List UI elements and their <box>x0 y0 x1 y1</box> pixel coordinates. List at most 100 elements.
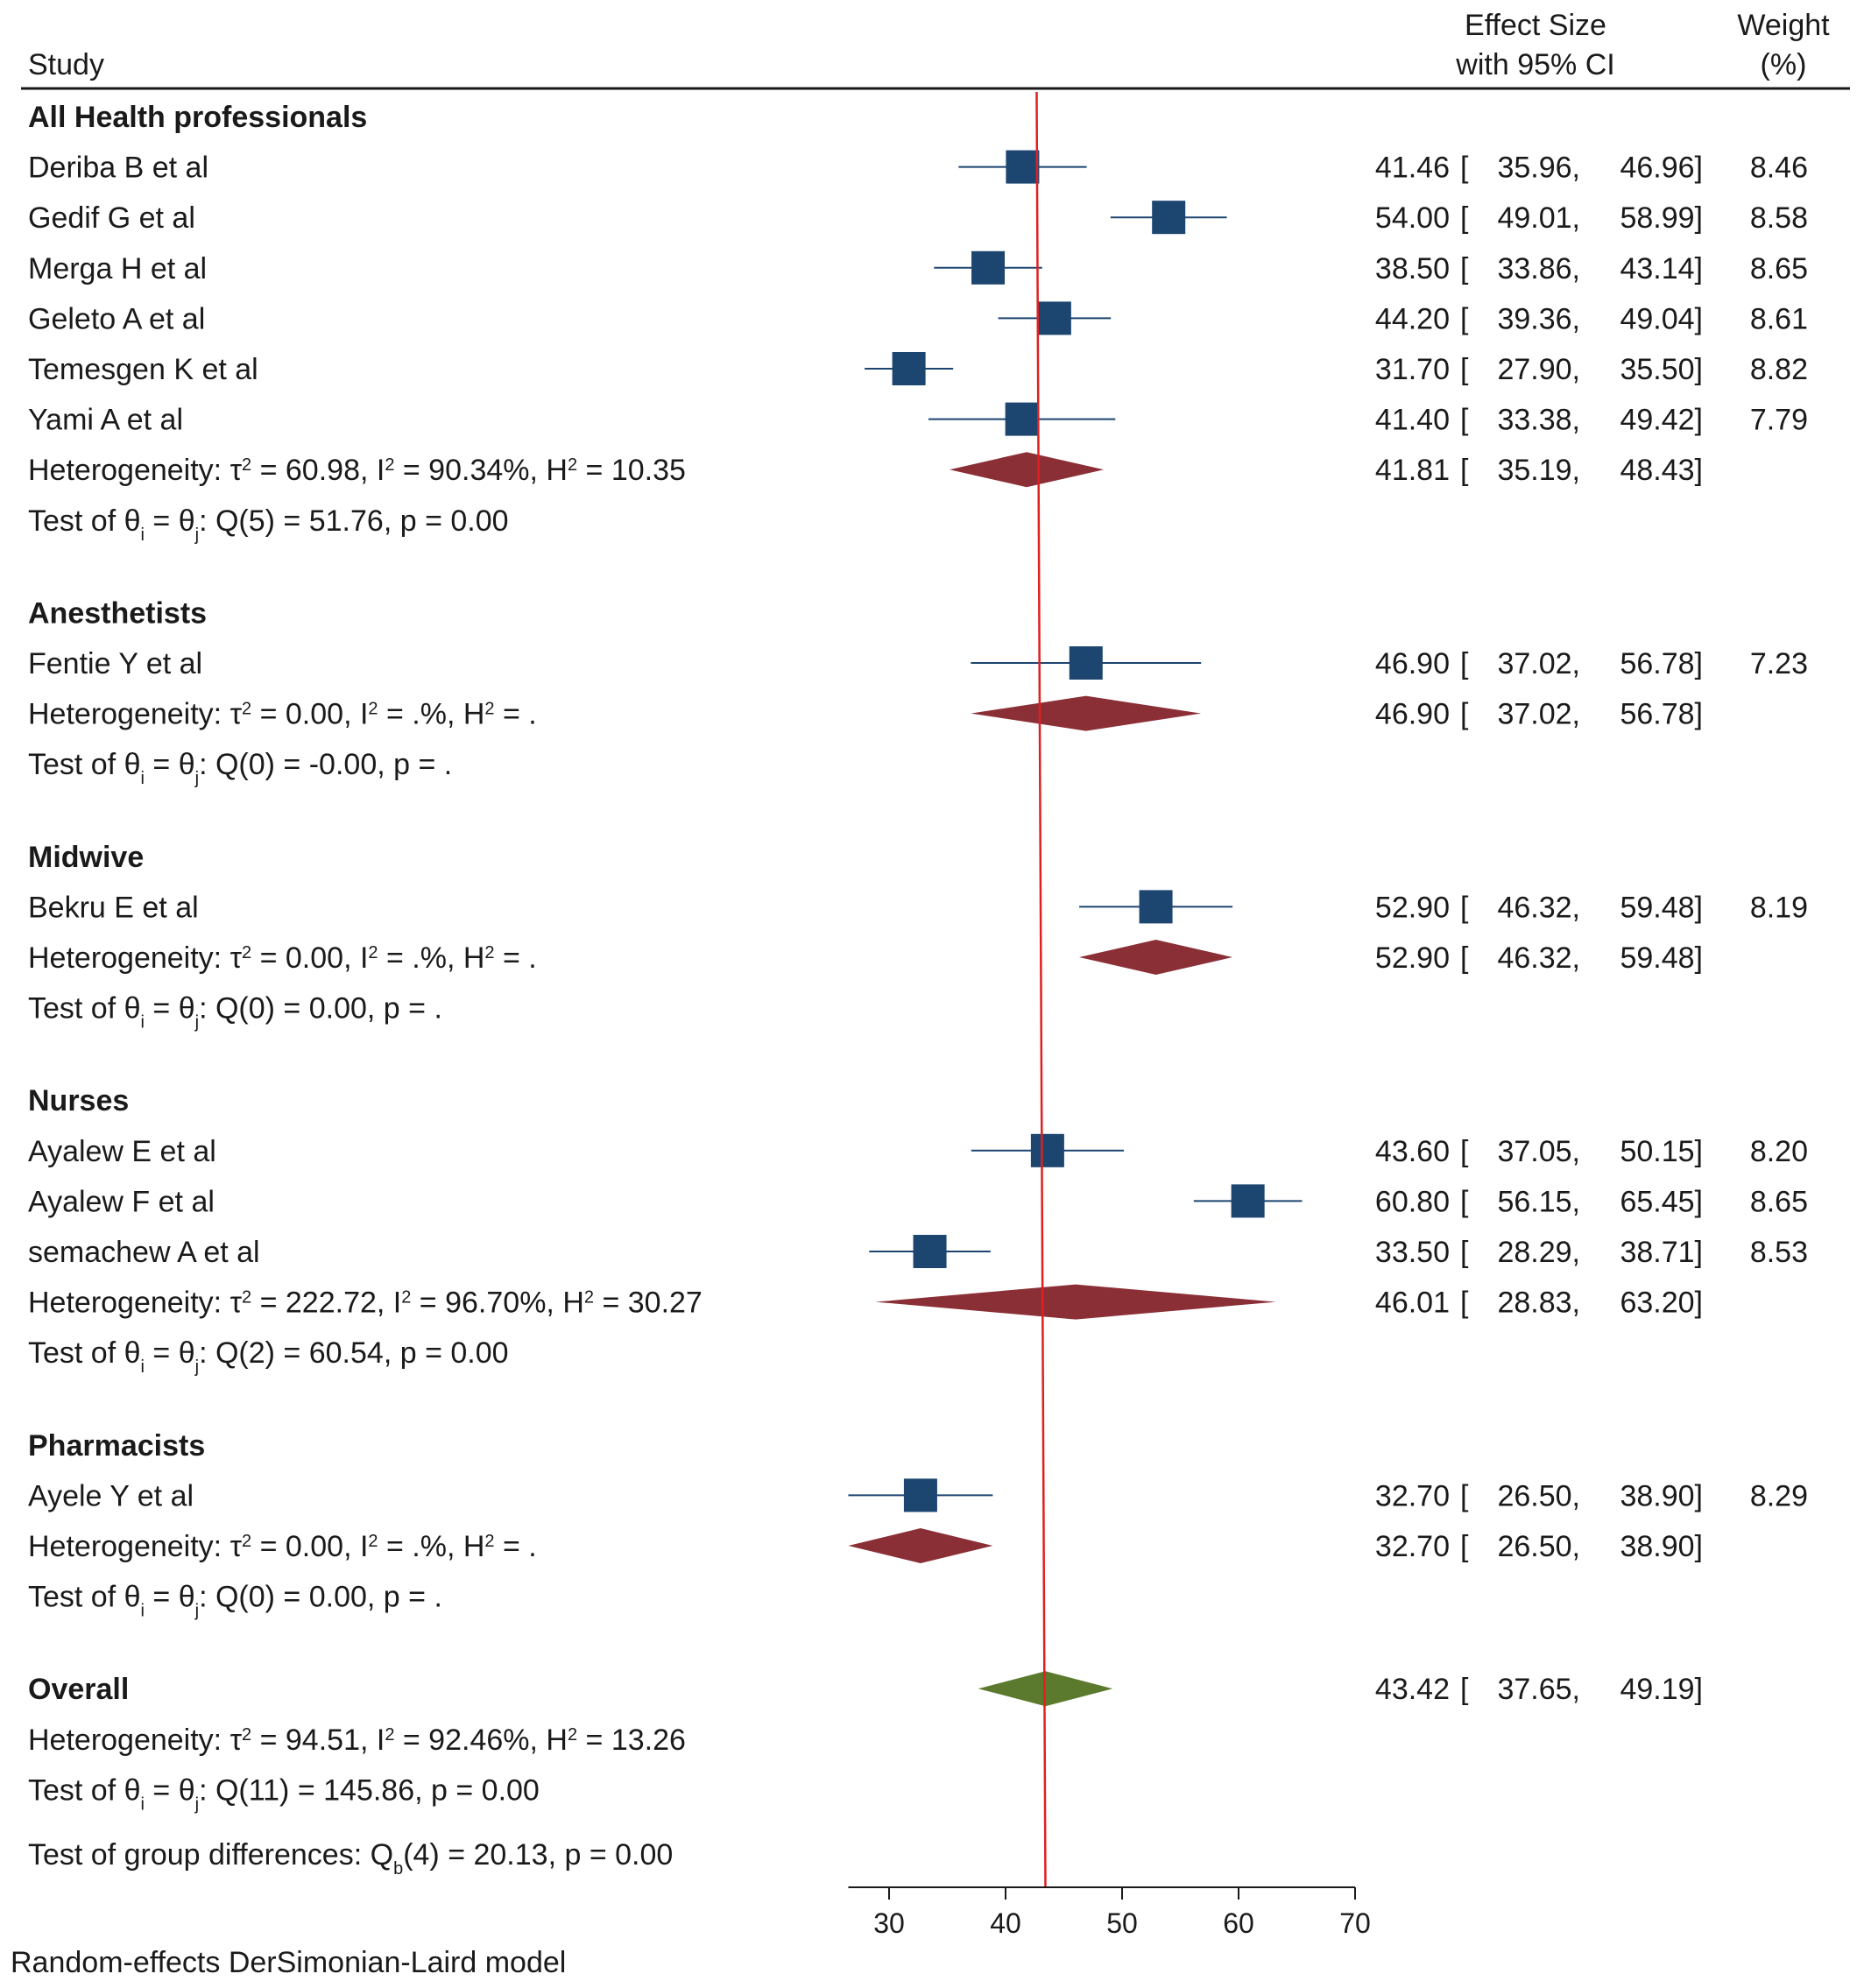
study-ci-upper: 49.42] <box>1620 404 1703 437</box>
study-ci-open-bracket: [ <box>1460 152 1469 185</box>
study-weight: 8.61 <box>1750 302 1808 335</box>
subgroup-es: 46.01 <box>1375 1287 1450 1320</box>
study-ci-upper: 35.50] <box>1620 353 1703 386</box>
homogeneity-test-text: Test of θi = θj: Q(5) = 51.76, p = 0.00 <box>28 504 509 545</box>
study-ci-upper: 49.04] <box>1620 302 1703 335</box>
overall-heading: Overall <box>28 1673 129 1706</box>
study-marker <box>1006 150 1040 184</box>
subgroup-diamond <box>848 1528 993 1563</box>
subgroup-ci-lower: 28.83, <box>1497 1287 1580 1320</box>
subgroup-diamond <box>1079 940 1233 975</box>
study-ci-open-bracket: [ <box>1460 252 1469 286</box>
study-marker <box>1030 1133 1064 1167</box>
study-ci-upper: 43.14] <box>1620 252 1703 286</box>
study-label: Yami A et al <box>28 404 183 437</box>
study-ci-lower: 27.90, <box>1497 353 1580 386</box>
overall-ci-lower: 37.65, <box>1497 1673 1580 1706</box>
homogeneity-test-text: Test of θi = θj: Q(0) = 0.00, p = . <box>28 1581 442 1621</box>
study-ci-upper: 50.15] <box>1620 1135 1703 1168</box>
group-heading: Nurses <box>28 1084 129 1117</box>
study-ci-open-bracket: [ <box>1460 201 1469 235</box>
study-marker <box>1231 1184 1265 1218</box>
study-label: Ayalew E et al <box>28 1135 216 1168</box>
homogeneity-test-text: Test of θi = θj: Q(0) = 0.00, p = . <box>28 992 442 1033</box>
study-weight: 8.58 <box>1750 201 1808 235</box>
study-marker <box>1152 201 1186 235</box>
study-ci-lower: 49.01, <box>1497 201 1580 235</box>
study-ci-lower: 46.32, <box>1497 891 1580 924</box>
subgroup-diamond <box>875 1284 1276 1320</box>
study-label: Ayele Y et al <box>28 1479 194 1512</box>
weight-header: Weight <box>1737 9 1830 42</box>
study-label: Geleto A et al <box>28 302 205 335</box>
x-tick-label: 30 <box>873 1907 905 1939</box>
subgroup-ci-upper: 48.43] <box>1620 454 1703 487</box>
study-marker <box>903 1478 937 1512</box>
study-ci-upper: 65.45] <box>1620 1185 1703 1218</box>
study-ci-open-bracket: [ <box>1460 302 1469 335</box>
study-ci-open-bracket: [ <box>1460 1236 1469 1269</box>
study-ci-open-bracket: [ <box>1460 1185 1469 1218</box>
study-marker <box>892 352 926 385</box>
study-ci-upper: 38.71] <box>1620 1236 1703 1269</box>
study-ci-open-bracket: [ <box>1460 404 1469 437</box>
study-ci-lower: 33.86, <box>1497 252 1580 286</box>
weight-header-unit: (%) <box>1761 48 1807 81</box>
study-ci-upper: 38.90] <box>1620 1479 1703 1512</box>
subgroup-es: 32.70 <box>1375 1530 1450 1563</box>
overall-heterogeneity-text: Heterogeneity: τ2 = 94.51, I2 = 92.46%, … <box>28 1724 686 1757</box>
study-ci-lower: 37.05, <box>1497 1135 1580 1168</box>
study-label: semachew A et al <box>28 1236 260 1269</box>
study-label: Bekru E et al <box>28 891 199 924</box>
study-es: 38.50 <box>1375 252 1450 286</box>
subgroup-ci-upper: 59.48] <box>1620 941 1703 975</box>
study-weight: 8.20 <box>1750 1135 1808 1168</box>
overall-ci-upper: 49.19] <box>1620 1673 1703 1706</box>
subgroup-ci-open-bracket: [ <box>1460 454 1469 487</box>
subgroup-ci-upper: 56.78] <box>1620 698 1703 731</box>
heterogeneity-text: Heterogeneity: τ2 = 0.00, I2 = .%, H2 = … <box>28 698 537 731</box>
x-tick-label: 60 <box>1223 1907 1254 1939</box>
study-label: Gedif G et al <box>28 201 195 235</box>
heterogeneity-text: Heterogeneity: τ2 = 222.72, I2 = 96.70%,… <box>28 1287 703 1320</box>
study-ci-open-bracket: [ <box>1460 647 1469 680</box>
subgroup-ci-lower: 46.32, <box>1497 941 1580 975</box>
group-heading: Anesthetists <box>28 596 207 630</box>
study-weight: 8.19 <box>1750 891 1808 924</box>
study-weight: 7.23 <box>1750 647 1808 680</box>
study-es: 43.60 <box>1375 1135 1450 1168</box>
study-ci-lower: 26.50, <box>1497 1479 1580 1512</box>
study-ci-lower: 39.36, <box>1497 302 1580 335</box>
study-ci-lower: 28.29, <box>1497 1236 1580 1269</box>
subgroup-ci-upper: 63.20] <box>1620 1287 1703 1320</box>
effect-size-header: Effect Size <box>1465 9 1606 42</box>
reference-line <box>1035 91 1047 1888</box>
study-ci-upper: 46.96] <box>1620 152 1703 185</box>
study-ci-lower: 35.96, <box>1497 152 1580 185</box>
study-es: 31.70 <box>1375 353 1450 386</box>
study-es: 41.46 <box>1375 152 1450 185</box>
study-marker <box>913 1235 947 1268</box>
overall-ci-open-bracket: [ <box>1460 1673 1469 1706</box>
study-marker <box>1069 646 1103 680</box>
subgroup-diamond <box>971 695 1202 731</box>
study-es: 46.90 <box>1375 647 1450 680</box>
x-tick-label: 50 <box>1106 1907 1138 1939</box>
study-ci-upper: 59.48] <box>1620 891 1703 924</box>
study-ci-open-bracket: [ <box>1460 353 1469 386</box>
study-es: 44.20 <box>1375 302 1450 335</box>
study-ci-lower: 33.38, <box>1497 404 1580 437</box>
study-ci-open-bracket: [ <box>1460 1135 1469 1168</box>
study-es: 41.40 <box>1375 404 1450 437</box>
study-es: 60.80 <box>1375 1185 1450 1218</box>
study-ci-upper: 56.78] <box>1620 647 1703 680</box>
subgroup-ci-open-bracket: [ <box>1460 941 1469 975</box>
study-es: 32.70 <box>1375 1479 1450 1512</box>
study-weight: 8.29 <box>1750 1479 1808 1512</box>
overall-homogeneity-test-text: Test of θi = θj: Q(11) = 145.86, p = 0.0… <box>28 1773 540 1814</box>
study-marker <box>1005 402 1039 436</box>
study-label: Temesgen K et al <box>28 353 258 386</box>
model-footnote: Random-effects DerSimonian-Laird model <box>11 1946 566 1979</box>
study-weight: 8.65 <box>1750 1185 1808 1218</box>
